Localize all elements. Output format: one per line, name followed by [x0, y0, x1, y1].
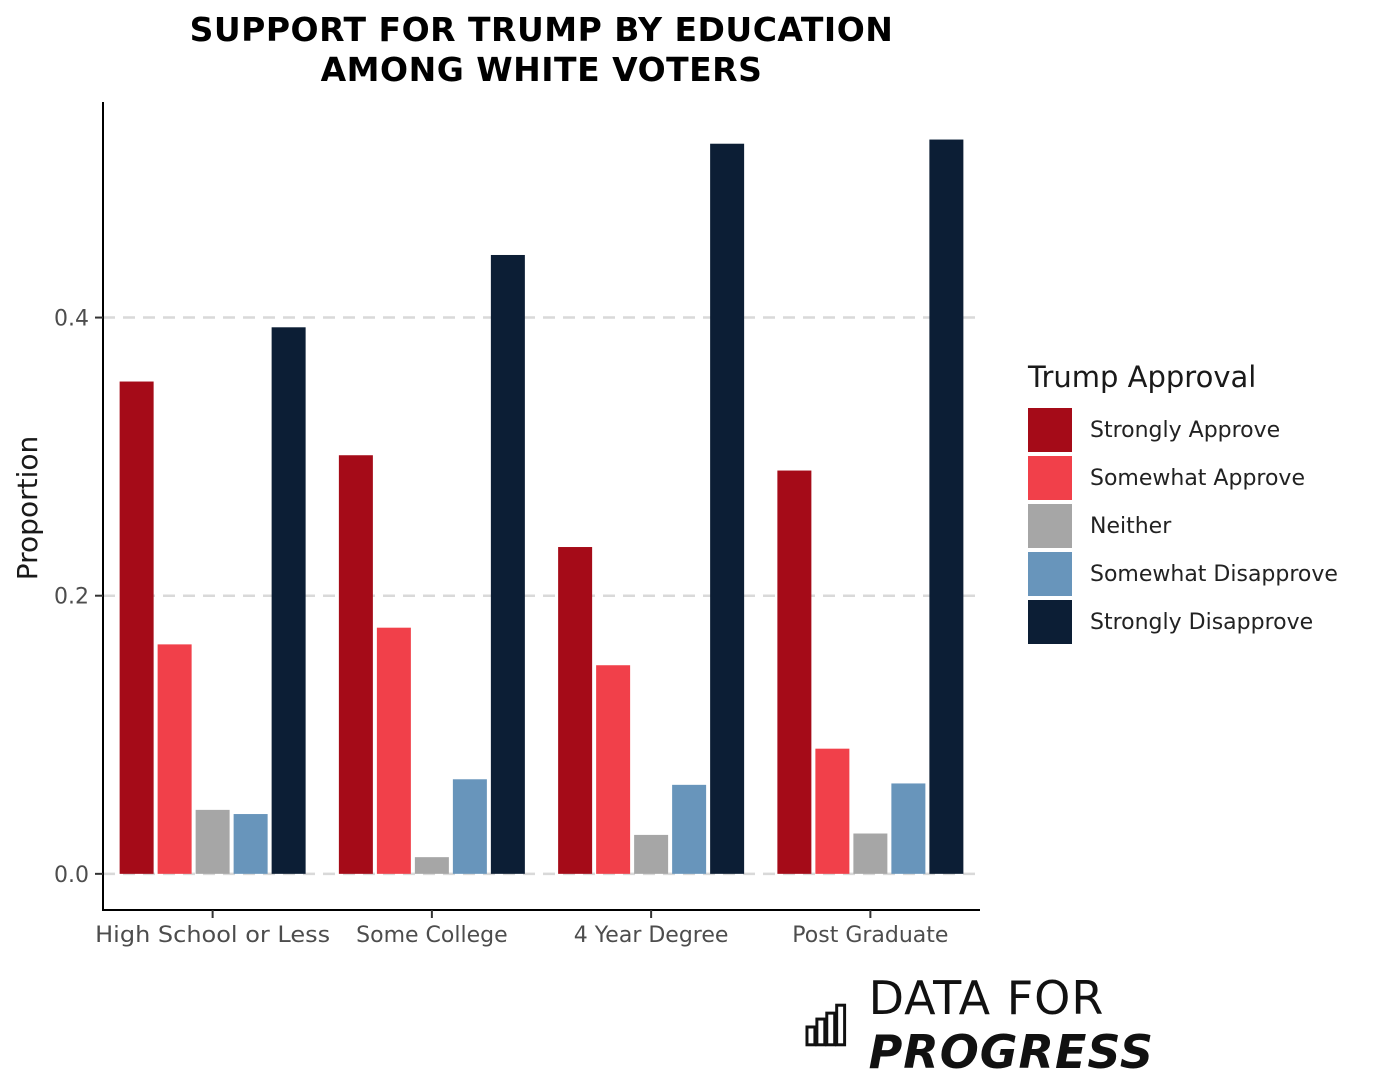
- bar: [157, 644, 192, 874]
- legend-label: Neither: [1090, 513, 1172, 539]
- y-tick-label: 0.2: [54, 585, 89, 610]
- brand-text-progress: PROGRESS: [868, 1025, 1155, 1079]
- bar: [777, 470, 812, 874]
- legend-label: Somewhat Disapprove: [1090, 561, 1338, 587]
- legend-label: Strongly Disapprove: [1090, 609, 1314, 635]
- legend-swatch: [1028, 504, 1072, 548]
- bar: [558, 547, 593, 874]
- legend-item-neither: Neither: [1028, 502, 1338, 550]
- legend-swatch: [1028, 456, 1072, 500]
- legend-swatch: [1028, 408, 1072, 452]
- legend-label: Somewhat Approve: [1090, 465, 1305, 491]
- legend-swatch: [1028, 600, 1072, 644]
- brand-text-data-for: DATA FOR: [868, 971, 1105, 1025]
- chart-title-line-2: AMONG WHITE VOTERS: [320, 50, 763, 89]
- bar: [338, 455, 373, 874]
- bar: [490, 254, 525, 874]
- legend-item-strongly-approve: Strongly Approve: [1028, 406, 1338, 454]
- bar: [233, 814, 268, 874]
- brand-text: DATA FOR PROGRESS: [869, 971, 1400, 1079]
- bar: [119, 381, 154, 874]
- y-axis-title: Proportion: [11, 436, 44, 580]
- legend-item-strongly-disapprove: Strongly Disapprove: [1028, 598, 1338, 646]
- bar-chart: 0.0 0.2 0.4 High School or Less Some College…: [11, 102, 980, 948]
- x-tick-label: Some College: [356, 923, 507, 948]
- bar: [853, 833, 888, 874]
- y-tick-label: 0.0: [54, 863, 89, 888]
- bar: [414, 857, 449, 874]
- x-tick-label: Post Graduate: [792, 923, 948, 948]
- bar: [195, 809, 230, 874]
- bar-chart-logo-icon: [805, 1003, 847, 1047]
- bar: [815, 748, 850, 874]
- legend-label: Strongly Approve: [1090, 417, 1281, 443]
- legend-item-somewhat-disapprove: Somewhat Disapprove: [1028, 550, 1338, 598]
- bar: [376, 627, 411, 874]
- bar: [596, 665, 631, 874]
- bar: [452, 779, 487, 874]
- legend-title: Trump Approval: [1028, 360, 1257, 394]
- legend-swatch: [1028, 552, 1072, 596]
- x-tick-label: High School or Less: [95, 923, 330, 948]
- legend: Trump Approval Strongly Approve Somewhat…: [1028, 360, 1338, 646]
- bar: [710, 143, 745, 874]
- brand-logo: DATA FOR PROGRESS: [805, 971, 1400, 1079]
- bar: [929, 139, 964, 874]
- bar: [672, 784, 707, 874]
- bar: [634, 834, 669, 874]
- bar: [271, 327, 306, 874]
- x-tick-label: 4 Year Degree: [574, 923, 729, 948]
- bar: [891, 783, 926, 874]
- y-tick-label: 0.4: [54, 307, 89, 332]
- legend-item-somewhat-approve: Somewhat Approve: [1028, 454, 1338, 502]
- chart-title-line-1: SUPPORT FOR TRUMP BY EDUCATION: [189, 10, 894, 49]
